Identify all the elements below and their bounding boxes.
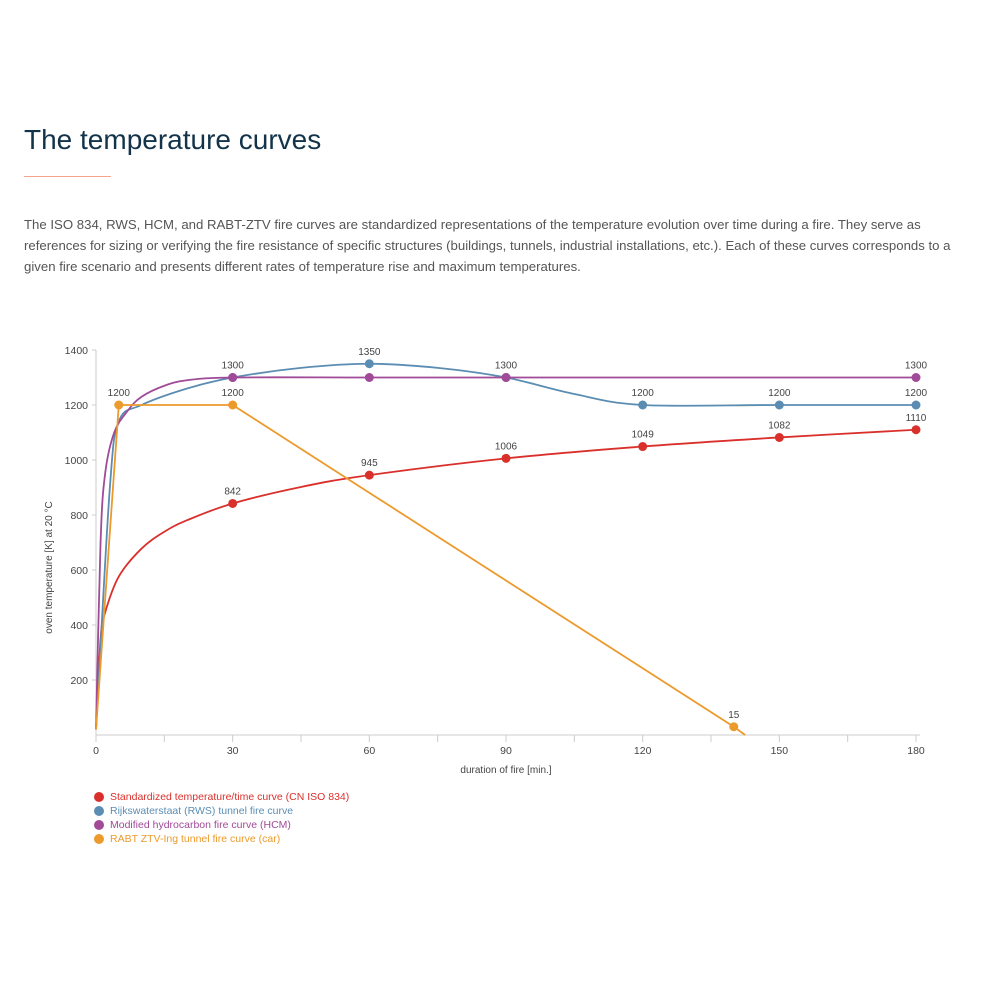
y-tick-label: 200 [70, 675, 88, 687]
data-label: 1110 [906, 413, 927, 424]
x-tick-label: 180 [907, 745, 925, 757]
intro-paragraph: The ISO 834, RWS, HCM, and RABT-ZTV fire… [24, 217, 951, 274]
x-tick-label: 150 [771, 745, 789, 757]
data-point [501, 373, 511, 382]
x-axis-label: duration of fire [min.] [460, 765, 551, 776]
data-label: 15 [728, 710, 740, 721]
title-underline [24, 176, 111, 177]
y-tick-label: 1200 [65, 400, 89, 412]
data-label: 842 [224, 486, 241, 497]
x-tick-label: 90 [500, 745, 512, 757]
data-label: 1300 [905, 361, 928, 372]
data-point [364, 359, 374, 369]
series-line [95, 376, 916, 730]
data-label: 945 [361, 458, 378, 469]
x-tick-label: 120 [634, 745, 652, 757]
chart-legend: Standardized temperature/time curve (CN … [94, 790, 349, 846]
series-line [95, 428, 917, 730]
x-tick-label: 60 [363, 745, 375, 757]
data-point [774, 432, 784, 442]
data-label: 1049 [632, 430, 655, 441]
legend-dot-icon [94, 792, 104, 802]
y-tick-label: 600 [70, 565, 88, 577]
data-label: 1082 [768, 420, 791, 431]
legend-item[interactable]: RABT ZTV-Ing tunnel fire curve (car) [94, 832, 349, 846]
data-point [501, 453, 511, 463]
y-tick-label: 1400 [65, 345, 89, 357]
legend-dot-icon [94, 820, 104, 830]
legend-label: RABT ZTV-Ing tunnel fire curve (car) [110, 833, 281, 845]
data-point [911, 425, 921, 435]
data-point [638, 400, 648, 410]
data-point [228, 373, 238, 382]
data-label: 1300 [495, 361, 518, 372]
y-tick-label: 400 [70, 620, 88, 632]
data-label: 1200 [905, 388, 928, 399]
legend-label: Standardized temperature/time curve (CN … [110, 791, 350, 803]
legend-item[interactable]: Rijkswaterstaat (RWS) tunnel fire curve [94, 804, 349, 818]
data-point [228, 400, 238, 410]
data-point [911, 373, 921, 382]
x-tick-label: 0 [93, 745, 99, 757]
series-line [95, 404, 746, 736]
data-label: 1200 [108, 388, 131, 399]
y-axis-label: oven temperature [K] at 20 °C [44, 501, 55, 633]
series-line [95, 362, 916, 730]
data-point [228, 498, 238, 508]
legend-item[interactable]: Standardized temperature/time curve (CN … [94, 790, 349, 804]
legend-label: Rijkswaterstaat (RWS) tunnel fire curve [110, 805, 294, 817]
data-label: 1200 [632, 388, 655, 399]
legend-label: Modified hydrocarbon fire curve (HCM) [110, 819, 291, 831]
data-label: 1300 [222, 361, 245, 372]
data-point [774, 400, 784, 410]
x-tick-label: 30 [227, 745, 239, 757]
data-label: 1006 [495, 441, 518, 452]
data-point [364, 373, 374, 382]
data-point [911, 400, 921, 410]
legend-dot-icon [94, 806, 104, 816]
legend-item[interactable]: Modified hydrocarbon fire curve (HCM) [94, 818, 349, 832]
page-title: The temperature curves [24, 124, 322, 155]
data-label: 1200 [222, 388, 245, 399]
y-tick-label: 1000 [65, 455, 89, 467]
data-point [364, 470, 374, 480]
y-tick-label: 800 [70, 510, 88, 522]
data-label: 1350 [358, 347, 381, 358]
legend-dot-icon [94, 834, 104, 844]
data-point [638, 442, 648, 452]
data-point [114, 400, 124, 410]
data-point [729, 722, 739, 732]
data-label: 1200 [768, 388, 791, 399]
